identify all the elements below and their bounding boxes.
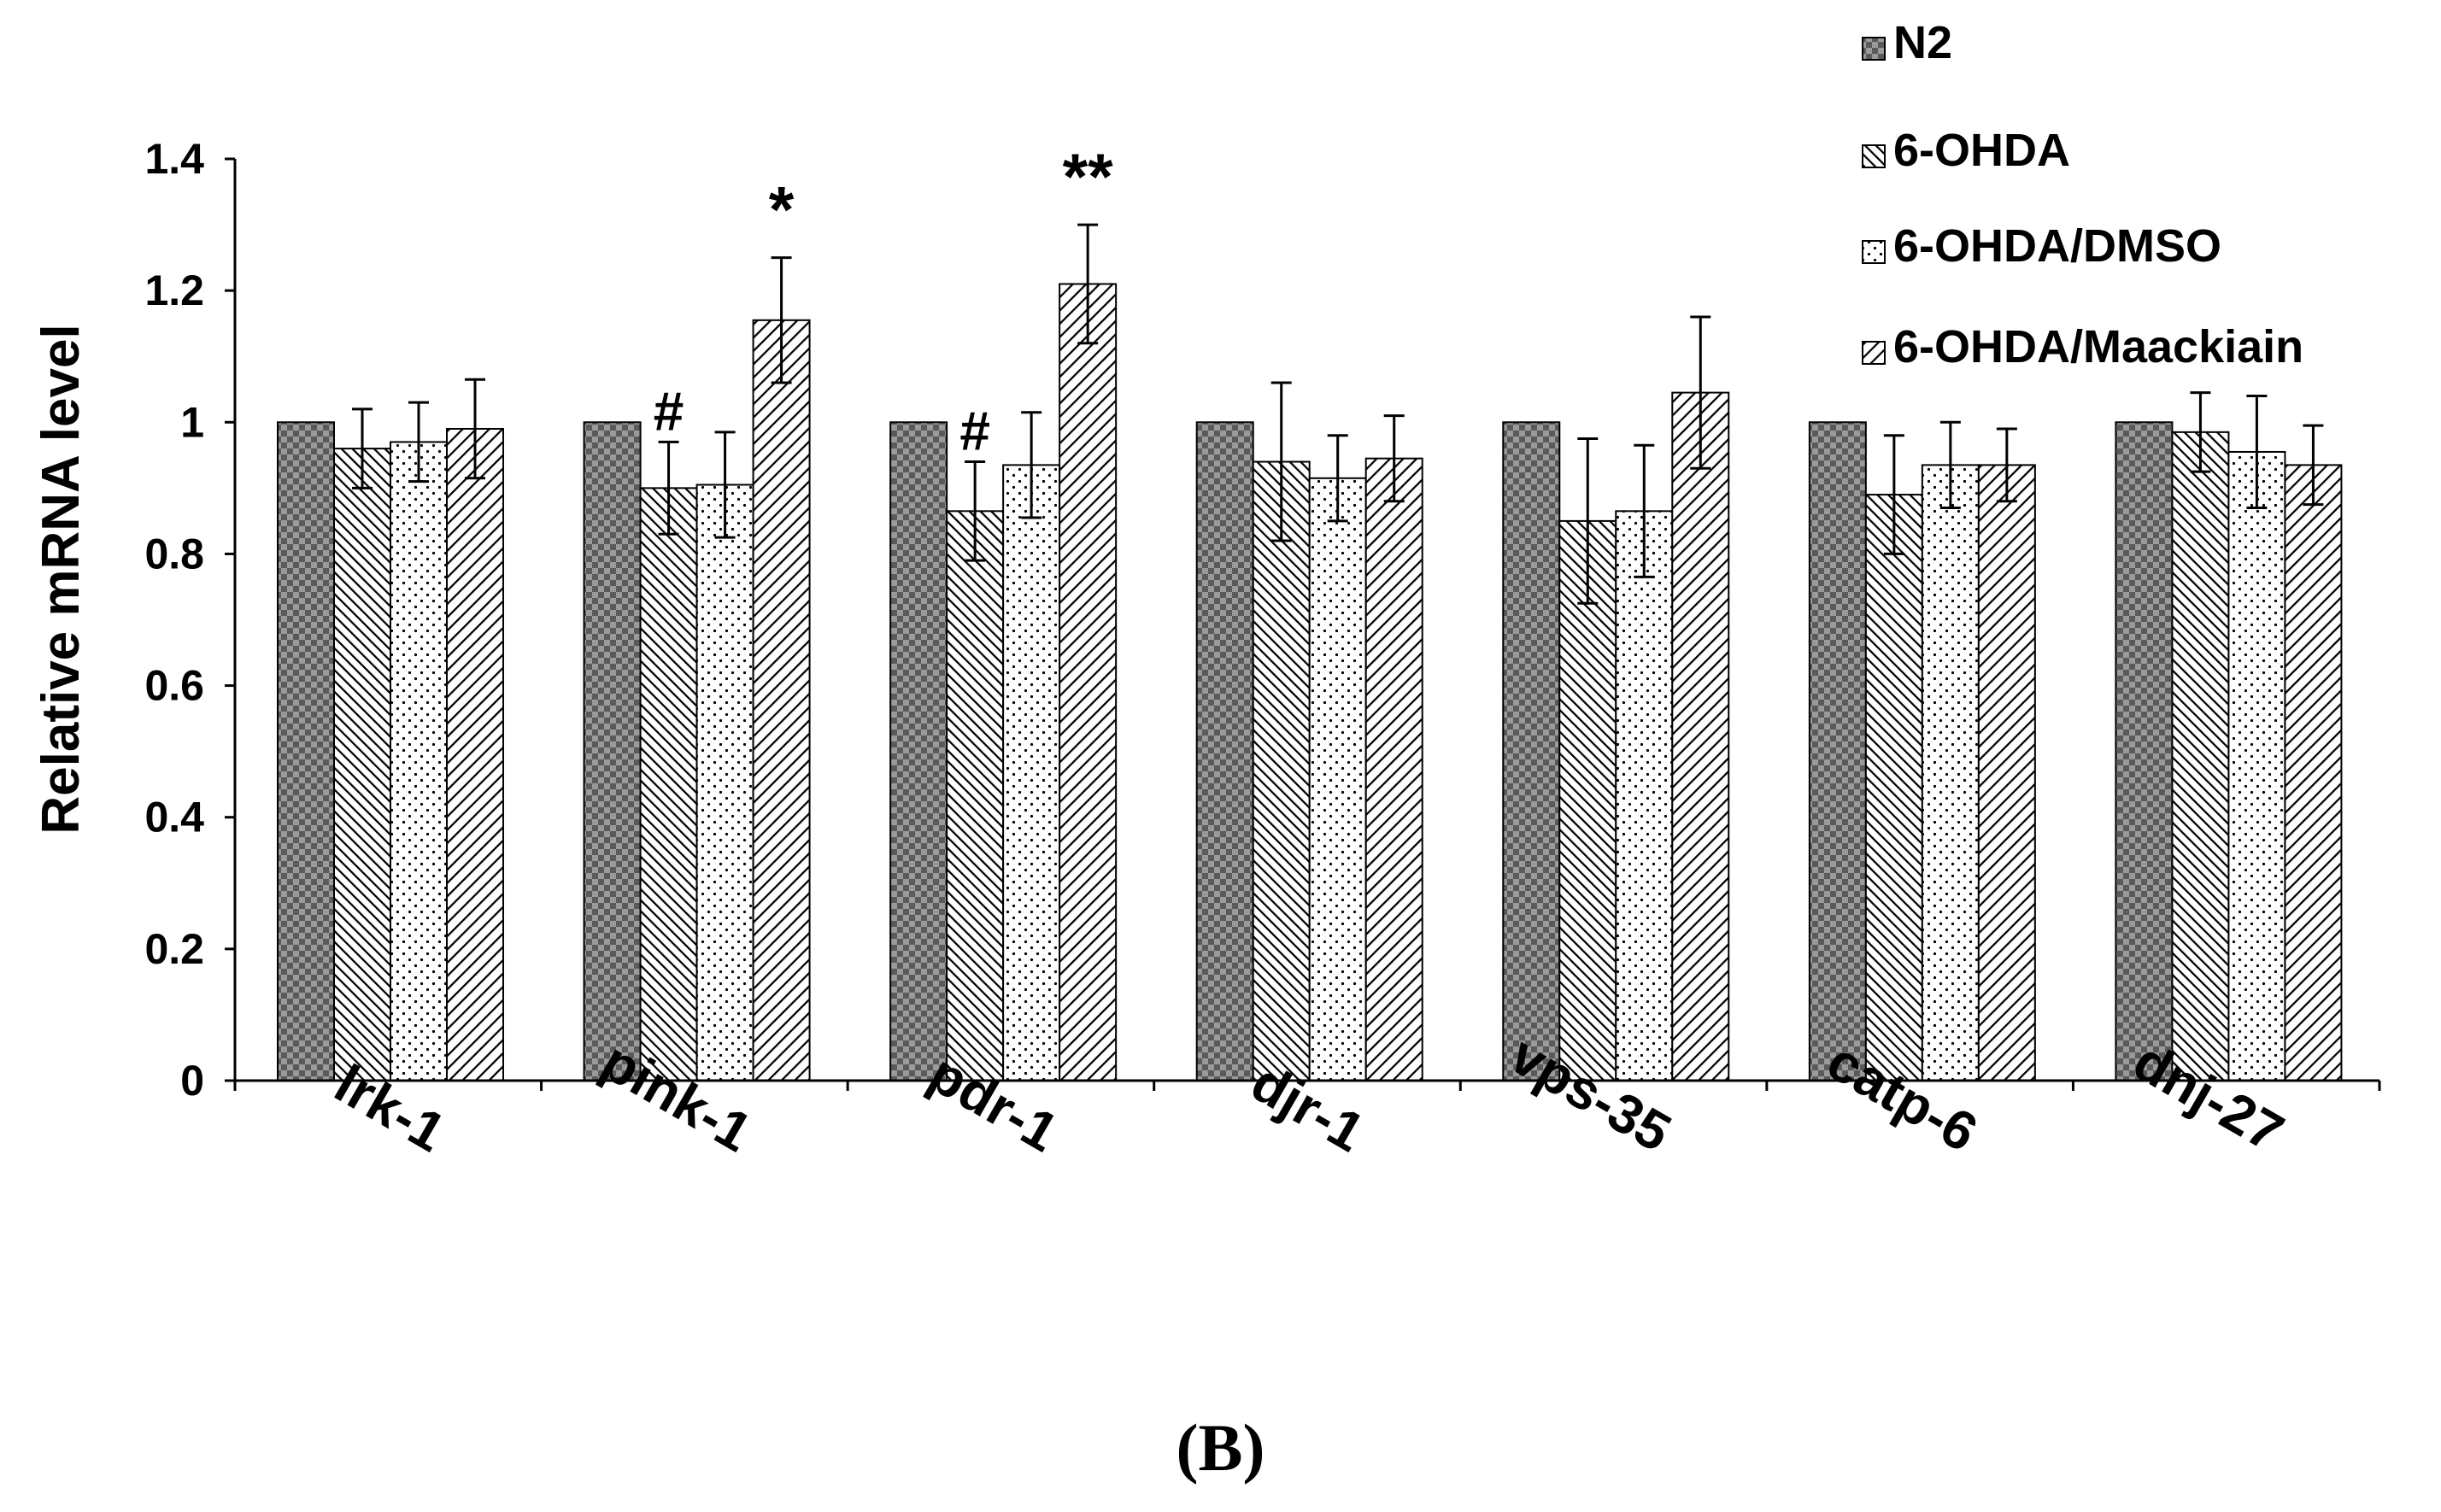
bar-catp-6-1 — [1864, 494, 1923, 1081]
y-tick-label: 0 — [180, 1057, 204, 1105]
y-tick-label: 1.4 — [144, 135, 204, 183]
bar-dnj-27-0 — [2115, 421, 2174, 1081]
bar-lrk-1-1 — [333, 448, 391, 1081]
legend-label: 6-OHDA/DMSO — [1893, 220, 2221, 272]
bar-lrk-1-0 — [277, 421, 335, 1081]
bar-pdr-1-1 — [946, 510, 1005, 1081]
bar-pdr-1-3 — [1059, 283, 1118, 1081]
legend-swatch — [1862, 37, 1886, 61]
significance-mark: # — [959, 401, 990, 462]
legend-swatch — [1862, 144, 1886, 168]
y-axis-label: Relative mRNA level — [32, 324, 91, 834]
legend-label: 6-OHDA/Maackiain — [1893, 321, 2303, 372]
bar-dnj-27-3 — [2284, 464, 2343, 1081]
y-tick-label: 1 — [180, 398, 204, 446]
y-tick-label: 0.6 — [144, 662, 204, 710]
bar-dnj-27-2 — [2227, 450, 2286, 1081]
bar-vps-35-0 — [1502, 421, 1561, 1081]
bar-catp-6-3 — [1977, 464, 2036, 1081]
significance-mark: * — [769, 174, 795, 247]
bar-catp-6-2 — [1921, 464, 1980, 1081]
bar-dnj-27-1 — [2171, 431, 2230, 1081]
legend-swatch — [1862, 341, 1886, 365]
significance-mark: ** — [1063, 141, 1114, 214]
bar-pdr-1-2 — [1002, 464, 1061, 1081]
bar-lrk-1-2 — [390, 441, 448, 1081]
legend-label: 6-OHDA — [1893, 125, 2070, 176]
y-tick-label: 0.4 — [144, 794, 204, 841]
bar-djr-1-1 — [1252, 460, 1311, 1081]
bar-djr-1-0 — [1195, 421, 1254, 1081]
y-tick-label: 0.2 — [144, 925, 204, 973]
bar-vps-35-1 — [1558, 519, 1617, 1081]
significance-mark: # — [654, 380, 684, 442]
bar-djr-1-2 — [1308, 477, 1367, 1081]
bar-pink-1-0 — [583, 421, 642, 1081]
bar-pink-1-2 — [695, 483, 754, 1081]
bar-lrk-1-3 — [446, 427, 504, 1081]
bar-vps-35-2 — [1615, 510, 1674, 1081]
bar-pdr-1-0 — [889, 421, 948, 1081]
bar-pink-1-3 — [752, 319, 811, 1081]
bar-catp-6-0 — [1808, 421, 1867, 1081]
bar-djr-1-3 — [1364, 457, 1423, 1081]
y-tick-label: 1.2 — [144, 267, 204, 314]
bar-pink-1-1 — [639, 487, 698, 1081]
figure-caption: (B) — [1176, 1410, 1265, 1485]
legend-label: N2 — [1893, 17, 1952, 68]
legend-swatch — [1862, 240, 1886, 264]
y-tick-label: 0.8 — [144, 530, 204, 577]
bar-vps-35-3 — [1671, 391, 1730, 1081]
